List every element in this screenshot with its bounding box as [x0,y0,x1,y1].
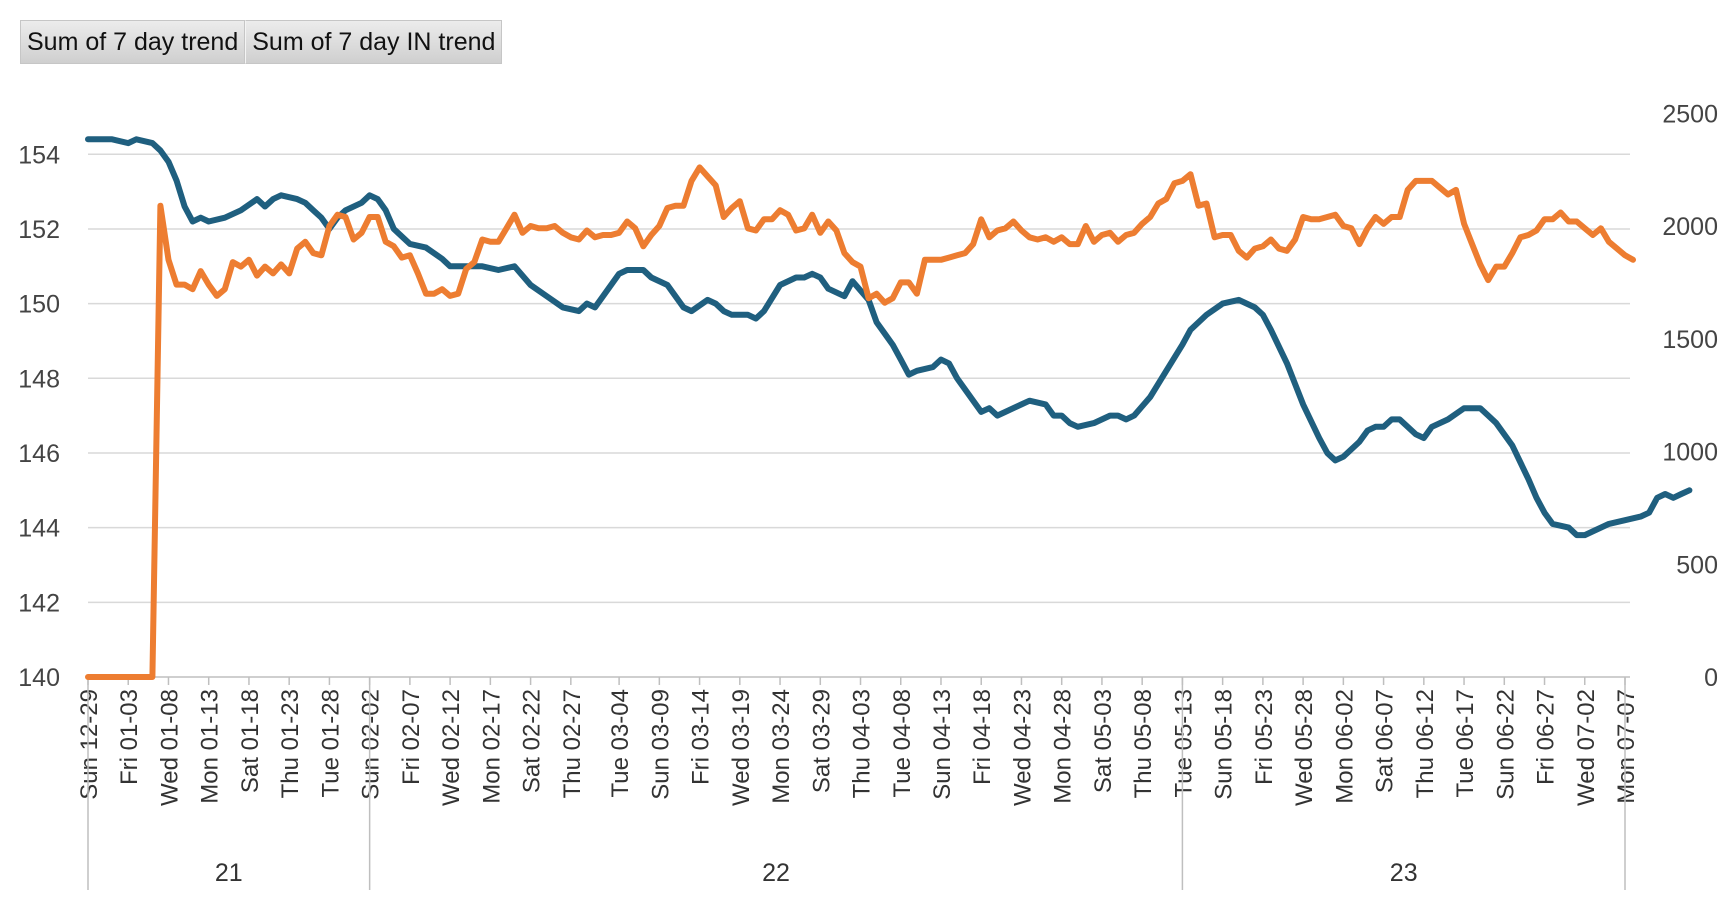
x-tick-label: Fri 06-27 [1533,689,1560,785]
x-tick-label: Wed 04-23 [1009,689,1036,806]
x-tick-label: Fri 05-23 [1251,689,1278,785]
right-tick-label: 1000 [1662,439,1718,467]
x-tick-label: Wed 02-12 [438,689,465,806]
right-tick-label: 2500 [1662,100,1718,128]
left-tick-label: 140 [18,664,60,692]
x-axis: Sun 12-29 Fri 01-03 Wed 01-08 Mon 01-13 Sat … [76,676,1640,806]
x-tick-label: Fri 01-03 [116,689,143,785]
tab-sum-7-day-trend[interactable]: Sum of 7 day trend [20,20,246,64]
x-tick-label: Mon 01-13 [197,689,224,804]
x-tick-label: Tue 03-04 [607,689,634,798]
left-tick-label: 144 [18,515,60,543]
x-group-label: 23 [1390,859,1418,887]
x-tick-label: Sat 05-03 [1090,689,1117,793]
right-tick-label: 1500 [1662,326,1718,354]
x-tick-label: Sat 02-22 [519,689,546,793]
left-tick-label: 148 [18,365,60,393]
left-tick-label: 150 [18,291,60,319]
x-group-label: 21 [215,859,243,887]
grid-lines [88,153,1630,604]
x-tick-label: Sun 03-09 [647,689,674,800]
x-tick-label: Mon 06-02 [1331,689,1358,804]
left-tick-label: 142 [18,589,60,617]
right-tick-label: 500 [1676,551,1718,579]
x-tick-label: Fri 03-14 [688,689,715,785]
x-tick-label: Wed 01-08 [156,689,183,806]
x-tick-label: Fri 04-18 [969,689,996,785]
x-tick-label: Mon 02-17 [478,689,505,804]
x-tick-label: Sun 04-13 [929,689,956,800]
left-tick-label: 152 [18,216,60,244]
x-tick-label: Tue 04-08 [889,689,916,798]
left-axis-ticks: 140 142 144 146 148 150 152 154 [18,141,60,692]
x-tick-label: Thu 05-08 [1130,689,1157,798]
x-tick-label: Tue 06-17 [1452,689,1479,798]
left-tick-label: 154 [18,141,60,169]
x-tick-label: Thu 06-12 [1412,689,1439,798]
right-tick-label: 0 [1704,664,1718,692]
x-tick-label: Wed 07-02 [1573,689,1600,806]
x-tick-label: Fri 02-07 [398,689,425,785]
x-axis-groups: 21 22 23 [87,677,1626,890]
x-tick-label: Thu 01-23 [277,689,304,798]
x-tick-label: Sat 06-07 [1372,689,1399,793]
x-tick-label: Thu 02-27 [559,689,586,798]
series-lines [85,136,1693,680]
x-tick-label: Wed 03-19 [728,689,755,806]
x-tick-label: Sun 06-22 [1492,689,1519,800]
x-tick-label: Tue 01-28 [317,689,344,798]
x-group-label: 22 [762,859,790,887]
x-tick-label: Wed 05-28 [1291,689,1318,806]
x-tick-label: Sun 12-29 [76,689,103,800]
x-tick-label: Sun 02-02 [358,689,385,800]
tab-sum-7-day-in-trend[interactable]: Sum of 7 day IN trend [245,20,503,64]
x-tick-label: Sat 03-29 [808,689,835,793]
right-axis-ticks: 0 500 1000 1500 2000 2500 [1662,100,1718,692]
x-tick-label: Sun 05-18 [1211,689,1238,800]
x-tick-label: Sat 01-18 [237,689,264,793]
x-tick-label: Mon 03-24 [768,689,795,804]
series-line-1 [85,136,1693,539]
series-tabs: Sum of 7 day trend Sum of 7 day IN trend [20,20,503,64]
right-tick-label: 2000 [1662,213,1718,241]
x-tick-label: Tue 05-13 [1170,689,1197,798]
series-line-2 [85,164,1636,680]
left-tick-label: 146 [18,440,60,468]
x-tick-label: Mon 04-28 [1050,689,1077,804]
x-tick-label: Mon 07-07 [1613,689,1640,804]
x-tick-label: Thu 04-03 [849,689,876,798]
